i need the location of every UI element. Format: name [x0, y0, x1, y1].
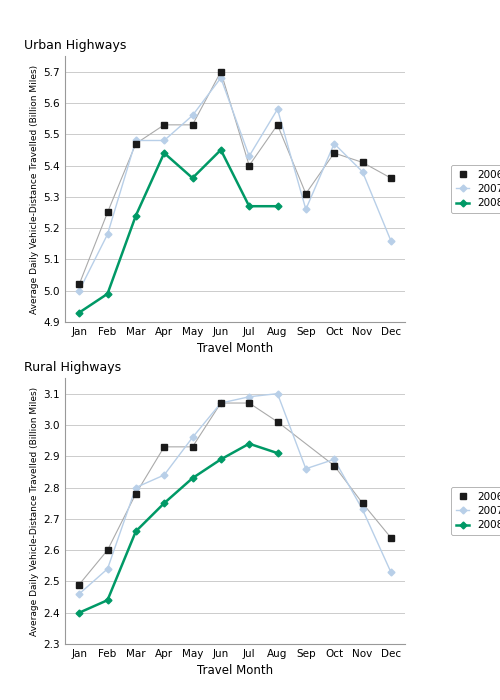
X-axis label: Travel Month: Travel Month: [197, 342, 273, 356]
Text: Urban Highways: Urban Highways: [24, 39, 127, 52]
Y-axis label: Average Daily Vehicle-Distance Travelled (Billion Miles): Average Daily Vehicle-Distance Travelled…: [30, 386, 40, 636]
Y-axis label: Average Daily Vehicle-Distance Travelled (Billion Miles): Average Daily Vehicle-Distance Travelled…: [30, 64, 40, 314]
X-axis label: Travel Month: Travel Month: [197, 664, 273, 678]
Legend: 2006, 2007, 2008: 2006, 2007, 2008: [451, 486, 500, 536]
Legend: 2006, 2007, 2008: 2006, 2007, 2008: [451, 164, 500, 214]
Text: Rural Highways: Rural Highways: [24, 361, 122, 374]
